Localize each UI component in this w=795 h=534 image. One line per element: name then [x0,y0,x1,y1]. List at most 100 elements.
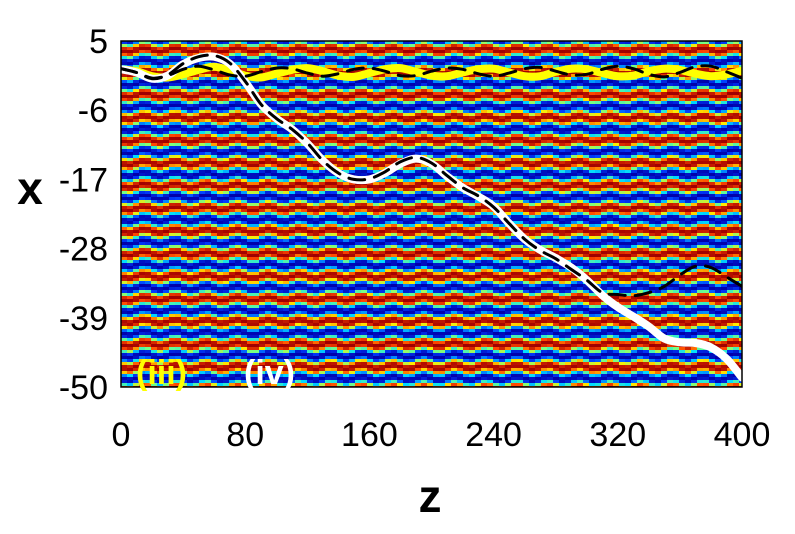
heatmap-cell [313,164,320,168]
heatmap-cell [151,98,158,102]
heatmap-cell [697,59,704,63]
heatmap-cell [529,125,536,129]
heatmap-cell [571,95,578,99]
heatmap-cell [259,53,266,57]
heatmap-cell [301,128,308,132]
heatmap-cell [571,152,578,156]
heatmap-cell [133,137,140,141]
heatmap-cell [349,47,356,51]
heatmap-cell [457,83,464,87]
heatmap-cell [301,146,308,150]
heatmap-cell [325,113,332,117]
heatmap-cell [241,104,248,108]
heatmap-cell [373,140,380,144]
heatmap-cell [487,71,494,75]
heatmap-cell [505,77,512,81]
heatmap-cell [343,113,350,117]
heatmap-cell [355,146,362,150]
heatmap-cell [721,149,728,153]
heatmap-cell [601,143,608,147]
heatmap-cell [187,140,194,144]
heatmap-cell [427,89,434,93]
heatmap-cell [127,86,134,90]
heatmap-cell [247,164,254,168]
heatmap-cell [325,80,332,84]
heatmap-cell [133,80,140,84]
heatmap-cell [469,80,476,84]
heatmap-cell [151,128,158,132]
heatmap-cell [211,113,218,117]
heatmap-cell [637,65,644,69]
heatmap-cell [151,107,158,111]
heatmap-cell [295,122,302,126]
heatmap-cell [373,92,380,96]
heatmap-cell [499,137,506,141]
heatmap-cell [241,98,248,102]
heatmap-cell [523,128,530,132]
heatmap-cell [295,125,302,129]
heatmap-cell [589,83,596,87]
heatmap-cell [733,83,740,87]
heatmap-cell [493,146,500,150]
heatmap-cell [487,44,494,48]
heatmap-cell [619,44,626,48]
heatmap-cell [385,50,392,54]
heatmap-cell [553,125,560,129]
heatmap-cell [493,152,500,156]
heatmap-cell [703,122,710,126]
heatmap-cell [367,92,374,96]
heatmap-cell [229,161,236,165]
heatmap-cell [643,56,650,60]
heatmap-cell [247,44,254,48]
heatmap-cell [157,53,164,57]
heatmap-cell [619,110,626,114]
heatmap-cell [589,110,596,114]
heatmap-cell [499,50,506,54]
heatmap-cell [343,41,350,45]
heatmap-cell [649,116,656,120]
heatmap-cell [619,125,626,129]
heatmap-cell [163,89,170,93]
heatmap-cell [553,149,560,153]
heatmap-cell [697,128,704,132]
heatmap-cell [481,137,488,141]
heatmap-cell [193,110,200,114]
heatmap-cell [337,107,344,111]
heatmap-cell [595,137,602,141]
heatmap-cell [319,80,326,84]
heatmap-cell [379,140,386,144]
heatmap-cell [163,62,170,66]
heatmap-cell [343,131,350,135]
heatmap-cell [289,146,296,150]
heatmap-cell [475,140,482,144]
heatmap-cell [367,98,374,102]
heatmap-cell [133,101,140,105]
heatmap-cell [325,152,332,156]
heatmap-cell [565,128,572,132]
heatmap-cell [625,164,632,168]
heatmap-cell [223,152,230,156]
heatmap-cell [349,131,356,135]
heatmap-cell [295,80,302,84]
heatmap-cell [247,134,254,138]
heatmap-cell [367,119,374,123]
heatmap-cell [475,104,482,108]
heatmap-cell [553,95,560,99]
heatmap-cell [691,137,698,141]
heatmap-cell [175,119,182,123]
heatmap-cell [433,122,440,126]
heatmap-cell [325,92,332,96]
heatmap-cell [229,56,236,60]
heatmap-cell [253,143,260,147]
heatmap-cell [445,101,452,105]
heatmap-cell [391,101,398,105]
heatmap-cell [385,83,392,87]
heatmap-cell [415,95,422,99]
heatmap-cell [613,50,620,54]
heatmap-cell [649,104,656,108]
heatmap-cell [601,65,608,69]
heatmap-cell [595,65,602,69]
heatmap-cell [355,56,362,60]
heatmap-cell [205,92,212,96]
heatmap-cell [673,140,680,144]
